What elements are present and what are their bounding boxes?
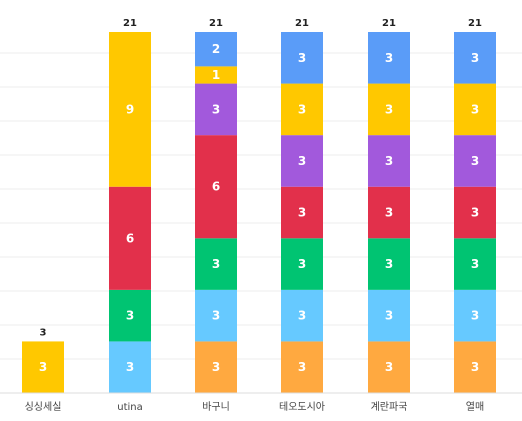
- bar-segment: [368, 238, 410, 290]
- segment-value-label: 3: [39, 360, 47, 374]
- segment-value-label: 3: [212, 360, 220, 374]
- bar-total-label: 3: [40, 327, 47, 338]
- segment-value-label: 6: [212, 180, 220, 194]
- bar-segment: [454, 238, 496, 290]
- segment-value-label: 3: [298, 257, 306, 271]
- bar-segment: [281, 289, 323, 342]
- segment-value-label: 3: [471, 309, 479, 323]
- segment-value-label: 9: [126, 102, 134, 116]
- bar-segment: [195, 66, 237, 84]
- bar-total-label: 21: [382, 18, 396, 29]
- bar-segment: [195, 289, 237, 342]
- bar-segment: [109, 289, 151, 342]
- segment-value-label: 3: [298, 360, 306, 374]
- bar-segment: [368, 83, 410, 136]
- segment-value-label: 3: [126, 360, 134, 374]
- x-axis: 싱싱세실 utina 바구니 테오도시아 계란파국 열매: [0, 392, 522, 413]
- bar-segment: [281, 238, 323, 290]
- bar-segment: [109, 341, 151, 393]
- bar-segment: [281, 83, 323, 136]
- bar-segment: [368, 186, 410, 239]
- segment-value-label: 3: [212, 257, 220, 271]
- bar-segment: [109, 32, 151, 187]
- bar-segment: [195, 83, 237, 136]
- segment-value-label: 3: [212, 309, 220, 323]
- total-labels: 321 21 21 21 21: [40, 18, 482, 338]
- category-label: 바구니: [202, 401, 230, 413]
- bar-total-label: 21: [295, 18, 309, 29]
- bar-segment: [195, 32, 237, 67]
- bar-segment: [195, 135, 237, 239]
- segment-value-label: 3: [385, 154, 393, 168]
- segment-value-label: 3: [298, 102, 306, 116]
- bar-segment: [281, 341, 323, 393]
- segment-value-label: 3: [385, 51, 393, 65]
- gridlines: [0, 52, 522, 360]
- segment-value-label: 3: [298, 309, 306, 323]
- category-label: utina: [117, 402, 143, 413]
- segment-value-label: 3: [385, 257, 393, 271]
- segment-value-label: 3: [126, 309, 134, 323]
- bar-segment: [281, 186, 323, 239]
- category-label: 열매: [466, 401, 484, 413]
- bar-segment: [22, 341, 64, 393]
- bar-total-label: 21: [209, 18, 223, 29]
- segment-value-label: 3: [471, 360, 479, 374]
- bar-segment: [454, 341, 496, 393]
- bar-segment: [368, 135, 410, 187]
- segment-value-label: 3: [385, 360, 393, 374]
- segment-value-label: 3: [471, 102, 479, 116]
- bar-segment: [281, 32, 323, 84]
- segment-value-label: 3: [212, 102, 220, 116]
- segment-value-label: 3: [385, 309, 393, 323]
- bar-segment: [109, 186, 151, 290]
- bar-segment: [368, 289, 410, 342]
- category-label: 싱싱세실: [25, 401, 62, 413]
- segment-value-label: 3: [298, 206, 306, 220]
- segment-value-label: 3: [471, 51, 479, 65]
- bar-segment: [195, 341, 237, 393]
- segment-value-label: 3: [471, 257, 479, 271]
- category-label: 테오도시아: [279, 401, 325, 413]
- segment-value-label: 3: [471, 206, 479, 220]
- bars: 3 3 3 6 9 3 3 3 6 3 1 2 3 3 3 3 3 3 3 3 3 3 3 3 3 3 3 3 3 3 3 3 3: [22, 32, 496, 393]
- segment-value-label: 3: [385, 206, 393, 220]
- segment-value-label: 3: [298, 154, 306, 168]
- bar-segment: [454, 83, 496, 136]
- bar-segment: [454, 186, 496, 239]
- segment-value-label: 2: [212, 42, 220, 56]
- segment-value-label: 3: [471, 154, 479, 168]
- segment-value-label: 1: [212, 68, 220, 82]
- segment-value-label: 6: [126, 231, 134, 245]
- category-label: 계란파국: [371, 401, 408, 413]
- segment-value-label: 3: [385, 102, 393, 116]
- bar-total-label: 21: [123, 18, 137, 29]
- bar-segment: [368, 341, 410, 393]
- bar-segment: [368, 32, 410, 84]
- bar-segment: [454, 135, 496, 187]
- bar-segment: [195, 238, 237, 290]
- bar-segment: [281, 135, 323, 187]
- bar-total-label: 21: [468, 18, 482, 29]
- segment-value-label: 3: [298, 51, 306, 65]
- bar-segment: [454, 32, 496, 84]
- bar-segment: [454, 289, 496, 342]
